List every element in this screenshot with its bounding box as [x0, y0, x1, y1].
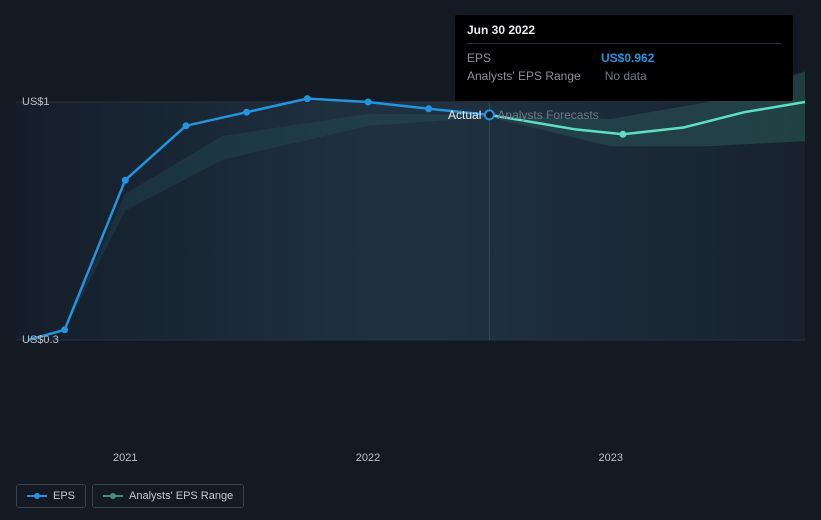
tooltip-row-value: US$0.962: [601, 49, 654, 67]
x-axis-label: 2022: [356, 452, 380, 464]
legend-label: Analysts' EPS Range: [129, 490, 233, 502]
legend-label: EPS: [53, 490, 75, 502]
tooltip-date: Jun 30 2022: [467, 23, 781, 43]
legend-swatch-icon: [27, 491, 47, 501]
legend-swatch-icon: [103, 491, 123, 501]
legend-item-eps[interactable]: EPS: [16, 484, 86, 508]
tooltip-divider: [467, 43, 781, 44]
chart-tooltip: Jun 30 2022 EPS US$0.962 Analysts' EPS R…: [455, 15, 793, 101]
tooltip-row-value: No data: [605, 67, 647, 85]
tooltip-row-label: Analysts' EPS Range: [467, 67, 581, 85]
region-label-actual: Actual: [16, 108, 481, 122]
x-axis-label: 2023: [599, 452, 623, 464]
chart-legend: EPS Analysts' EPS Range: [16, 484, 244, 508]
region-label-forecast: Analysts Forecasts: [497, 108, 598, 122]
x-axis-label: 2021: [113, 452, 137, 464]
legend-item-range[interactable]: Analysts' EPS Range: [92, 484, 244, 508]
tooltip-row-label: EPS: [467, 49, 577, 67]
eps-chart: Jun 30 2022 EPS US$0.962 Analysts' EPS R…: [0, 0, 821, 520]
